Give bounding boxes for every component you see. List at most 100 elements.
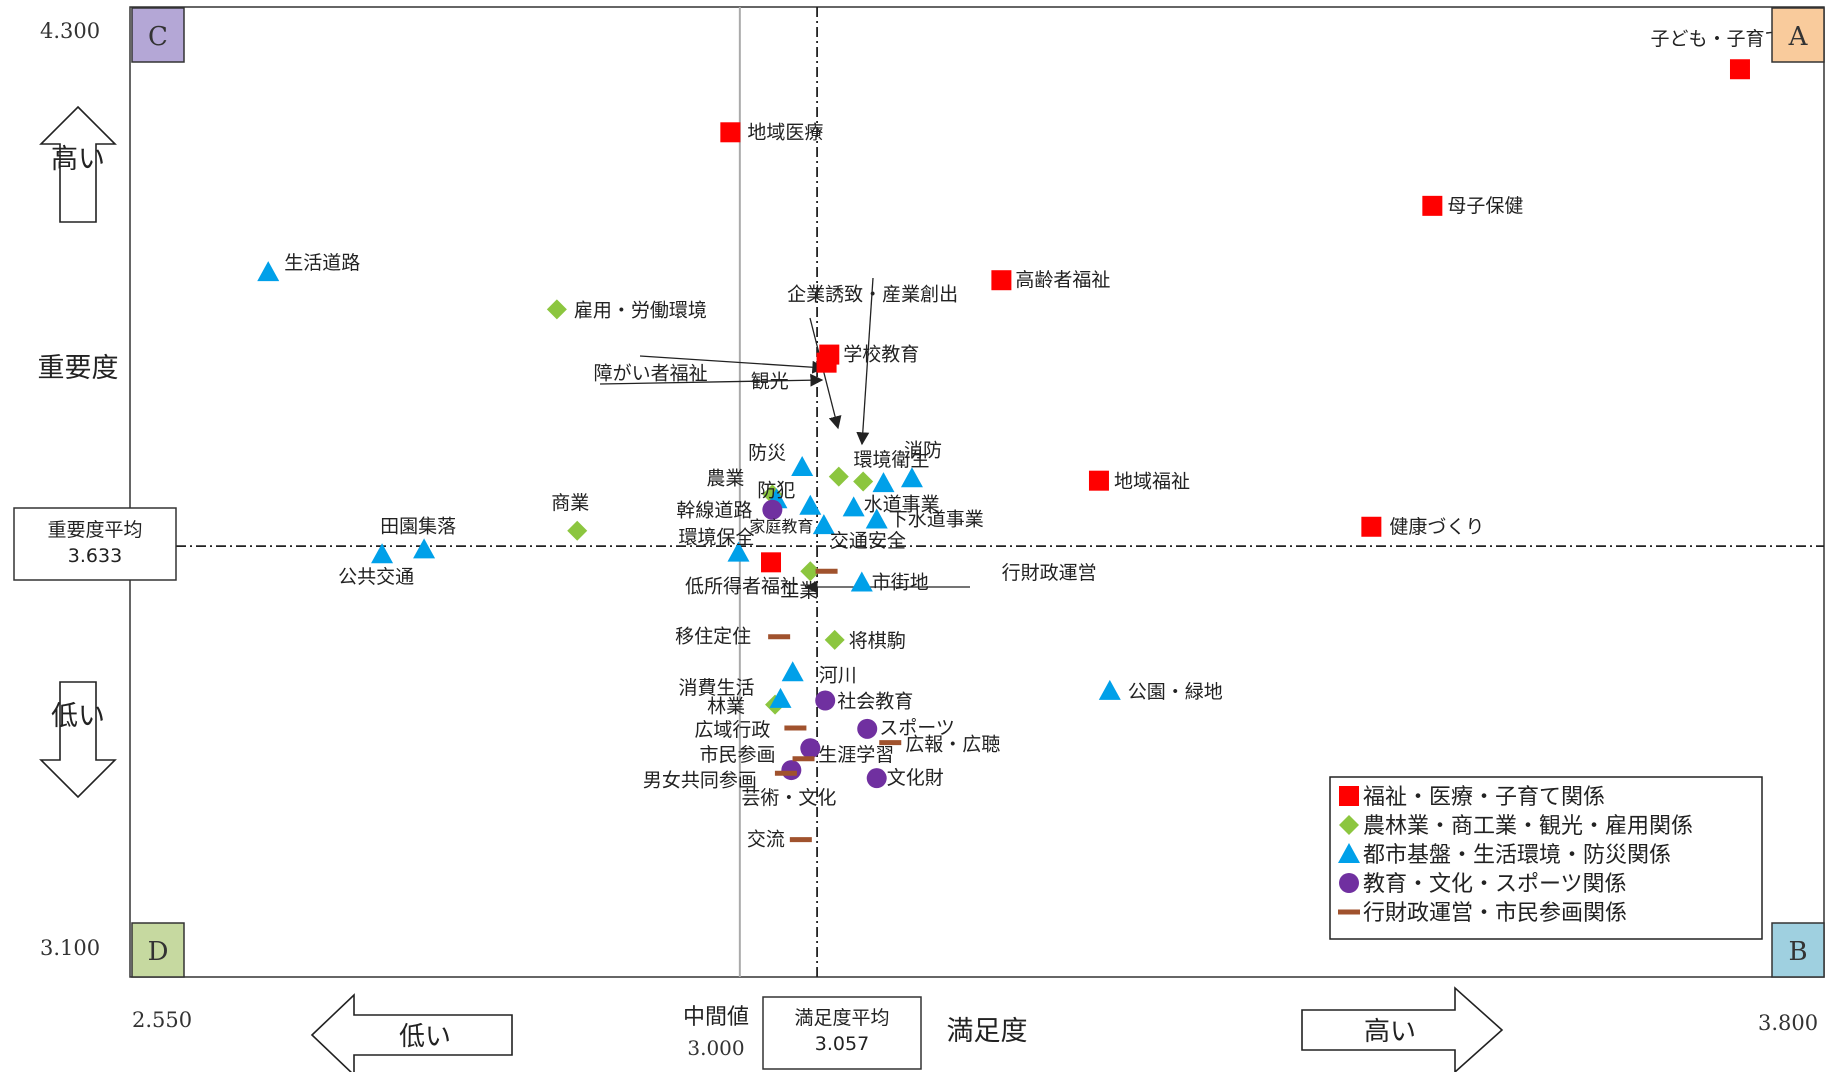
data-point: [413, 538, 436, 559]
point-label: 健康づくり: [1389, 516, 1484, 538]
quadrant-a: A: [1771, 7, 1825, 63]
data-point: [257, 261, 280, 282]
data-point: [727, 541, 750, 562]
point-label: 環境衛生: [853, 449, 929, 471]
point-label: 生活道路: [284, 252, 360, 274]
point-label: 消防: [904, 439, 942, 461]
legend-label: 福祉・医療・子育て関係: [1363, 785, 1605, 810]
data-point: [824, 629, 845, 650]
point-label: 移住定住: [675, 626, 751, 648]
arrow-kigyou: [856, 277, 874, 446]
legend-label: 農林業・商工業・観光・雇用関係: [1363, 814, 1693, 839]
importance-average-box: 重要度平均 3.633: [13, 507, 177, 581]
data-point: [781, 661, 804, 682]
data-point: [799, 494, 822, 515]
svg-text:重要度: 重要度: [38, 353, 119, 384]
point-label: 田園集落: [380, 515, 456, 537]
satisfaction-average-box: 満足度平均 3.057: [762, 996, 922, 1070]
data-point: [371, 543, 394, 564]
median-label: 中間値 3.000: [683, 1005, 749, 1060]
data-point: [842, 496, 865, 517]
point-label: 障がい者福祉: [594, 363, 708, 385]
svg-text:満足度平均: 満足度平均: [794, 1007, 889, 1029]
arrow-kouteki: [639, 355, 826, 374]
y-tick-top: 4.300: [40, 19, 100, 43]
point-label: 将棋駒: [849, 630, 906, 652]
quadrant-c: C: [131, 7, 185, 63]
point-label: スポーツ: [879, 717, 955, 739]
data-point: [1088, 470, 1109, 491]
point-label: 地域福祉: [1114, 471, 1190, 493]
data-point: [1422, 195, 1443, 216]
point-label: 母子保健: [1447, 195, 1523, 217]
arrow-shougai: [599, 373, 824, 387]
data-point: [828, 466, 849, 487]
point-label: 市街地: [872, 572, 929, 594]
y-axis-title: 重要度: [38, 353, 119, 384]
svg-text:低い: 低い: [399, 1022, 451, 1052]
point-label: 農業: [706, 467, 744, 489]
point-label: 消費生活: [678, 677, 754, 699]
x-axis-title: 満足度: [947, 1016, 1028, 1047]
x-tick-right: 3.800: [1758, 1011, 1818, 1035]
data-point: [1098, 679, 1121, 700]
point-label: 公共交通: [338, 566, 414, 588]
data-point: [1729, 59, 1750, 80]
point-label: 下水道事業: [889, 508, 984, 530]
point-label: 河川: [819, 664, 857, 686]
point-label: 幹線道路: [676, 499, 752, 521]
point-label: 広域行政: [694, 719, 770, 741]
legend-label: 行財政運営・市民参画関係: [1363, 901, 1627, 926]
data-point: [850, 571, 873, 592]
point-label: 家庭教育: [749, 517, 813, 536]
point-label: 工業: [780, 580, 818, 602]
point-label: 生涯学習: [818, 744, 894, 766]
legend-marker: [1339, 815, 1359, 835]
svg-text:3.000: 3.000: [687, 1036, 744, 1060]
point-label: 交通安全: [830, 530, 906, 552]
point-label: 市民参画: [700, 744, 776, 766]
data-point: [781, 760, 802, 781]
data-point: [1361, 516, 1382, 537]
data-point: [769, 687, 792, 708]
x-tick-left: 2.550: [132, 1008, 192, 1032]
data-point: [812, 514, 835, 535]
point-label: 防災: [748, 442, 786, 464]
point-label: 環境保全: [678, 527, 754, 549]
y-low-arrow: 低い: [39, 681, 117, 799]
data-point: [991, 270, 1012, 291]
point-label: 観光: [751, 371, 789, 393]
data-point: [720, 122, 741, 143]
data-point: [872, 472, 895, 493]
arrow-kankou: [809, 317, 842, 430]
point-label: 交流: [747, 829, 785, 851]
quadrant-d: D: [131, 922, 185, 978]
point-label: 地域医療: [747, 121, 823, 143]
x-low-arrow: 低い: [310, 993, 513, 1072]
point-label: 水道事業: [864, 493, 940, 515]
point-label: 文化財: [887, 767, 944, 789]
labels-layer: 子ども・子育て支援地域医療母子保健高齢者福祉学校教育障がい者福祉地域福祉健康づく…: [284, 28, 1821, 850]
data-point: [800, 738, 821, 759]
svg-text:D: D: [148, 937, 169, 967]
legend-label: 教育・文化・スポーツ関係: [1363, 872, 1627, 897]
legend-marker: [1338, 843, 1360, 863]
svg-text:3.057: 3.057: [815, 1033, 869, 1055]
points-layer: [257, 59, 1750, 843]
svg-text:重要度平均: 重要度平均: [47, 519, 142, 541]
data-point: [816, 352, 837, 373]
svg-text:C: C: [148, 22, 168, 52]
legend: 福祉・医療・子育て関係農林業・商工業・観光・雇用関係都市基盤・生活環境・防災関係…: [1329, 776, 1763, 940]
point-label: 雇用・労働環境: [574, 299, 707, 321]
data-point: [567, 520, 588, 541]
data-point: [761, 552, 782, 573]
point-label: 企業誘致・産業創出: [787, 283, 958, 305]
point-label: 社会教育: [837, 691, 913, 713]
legend-marker: [1339, 873, 1359, 893]
svg-text:高い: 高い: [1364, 1017, 1416, 1047]
point-label: 低所得者福祉: [685, 575, 799, 597]
annotation-arrows: [599, 277, 970, 594]
y-tick-bottom: 3.100: [40, 936, 100, 960]
svg-text:B: B: [1788, 937, 1807, 967]
